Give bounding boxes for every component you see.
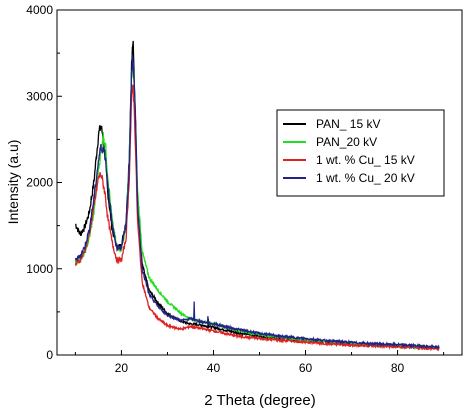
y-tick-label: 0 bbox=[46, 348, 53, 362]
x-axis-label: 2 Theta (degree) bbox=[204, 392, 315, 409]
y-tick-label: 3000 bbox=[26, 89, 53, 103]
y-tick-label: 1000 bbox=[26, 262, 53, 276]
y-axis-label: Intensity (a.u) bbox=[5, 140, 21, 225]
x-axis-ticks: 20 40 60 80 bbox=[74, 350, 445, 375]
legend-label-1: PAN_ 15 kV bbox=[316, 117, 380, 131]
series-lines bbox=[74, 40, 440, 352]
y-axis-ticks: 0 1000 2000 3000 4000 bbox=[26, 3, 62, 362]
legend-label-4: 1 wt. % Cu_ 20 kV bbox=[316, 171, 415, 185]
legend-label-3: 1 wt. % Cu_ 15 kV bbox=[316, 153, 415, 167]
legend: PAN_ 15 kV PAN_20 kV 1 wt. % Cu_ 15 kV 1 wt… bbox=[276, 109, 445, 197]
series-line-4 bbox=[74, 55, 440, 350]
x-tick-label: 40 bbox=[207, 361, 221, 375]
x-tick-label: 60 bbox=[299, 361, 313, 375]
legend-label-2: PAN_20 kV bbox=[316, 135, 377, 149]
y-tick-label: 4000 bbox=[26, 3, 53, 17]
y-tick-label: 2000 bbox=[26, 176, 53, 190]
x-tick-label: 80 bbox=[391, 361, 405, 375]
x-tick-label: 20 bbox=[115, 361, 129, 375]
